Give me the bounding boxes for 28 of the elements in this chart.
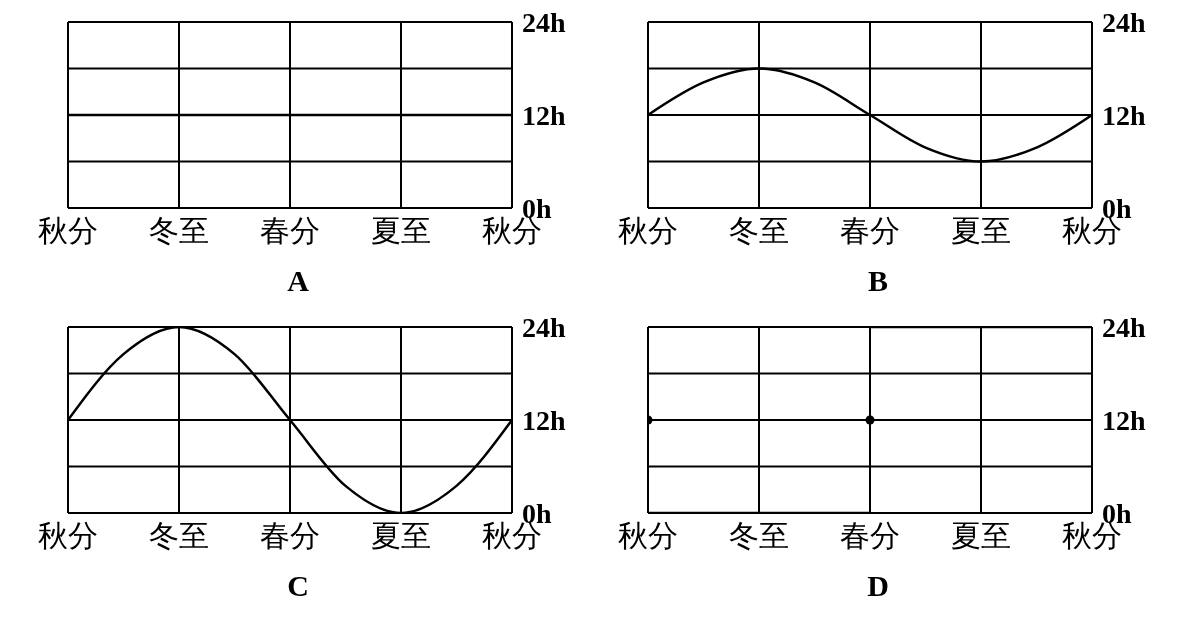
x-tick-label: 冬至 [729, 214, 789, 248]
x-tick-label: 秋分 [38, 214, 98, 248]
x-tick-label: 夏至 [951, 214, 1011, 248]
y-tick-label: 12h [1102, 404, 1146, 436]
x-tick-label: 夏至 [371, 214, 431, 248]
x-tick-label: 秋分 [618, 519, 678, 553]
x-tick-label: 春分 [260, 519, 320, 553]
x-tick-label: 春分 [840, 519, 900, 553]
x-tick-label: 夏至 [951, 519, 1011, 553]
x-tick-label: 春分 [260, 214, 320, 248]
text: D [867, 569, 889, 603]
x-tick-label: 夏至 [371, 519, 431, 553]
x-tick-label: 冬至 [149, 519, 209, 553]
text: A [287, 264, 309, 298]
y-tick-label: 12h [522, 99, 566, 131]
y-tick-label: 12h [1102, 99, 1146, 131]
y-tick-label: 24h [1102, 6, 1146, 38]
text: B [867, 264, 888, 298]
x-tick-label: 秋分 [618, 214, 678, 248]
text: C [287, 569, 309, 603]
x-tick-label: 秋分 [38, 519, 98, 553]
x-tick-label: 冬至 [149, 214, 209, 248]
y-tick-label: 24h [522, 6, 566, 38]
x-tick-label: 春分 [840, 214, 900, 248]
x-tick-label: 冬至 [729, 519, 789, 553]
y-tick-label: 12h [522, 404, 566, 436]
y-tick-label: 24h [522, 311, 566, 343]
y-tick-label: 24h [1102, 311, 1146, 343]
